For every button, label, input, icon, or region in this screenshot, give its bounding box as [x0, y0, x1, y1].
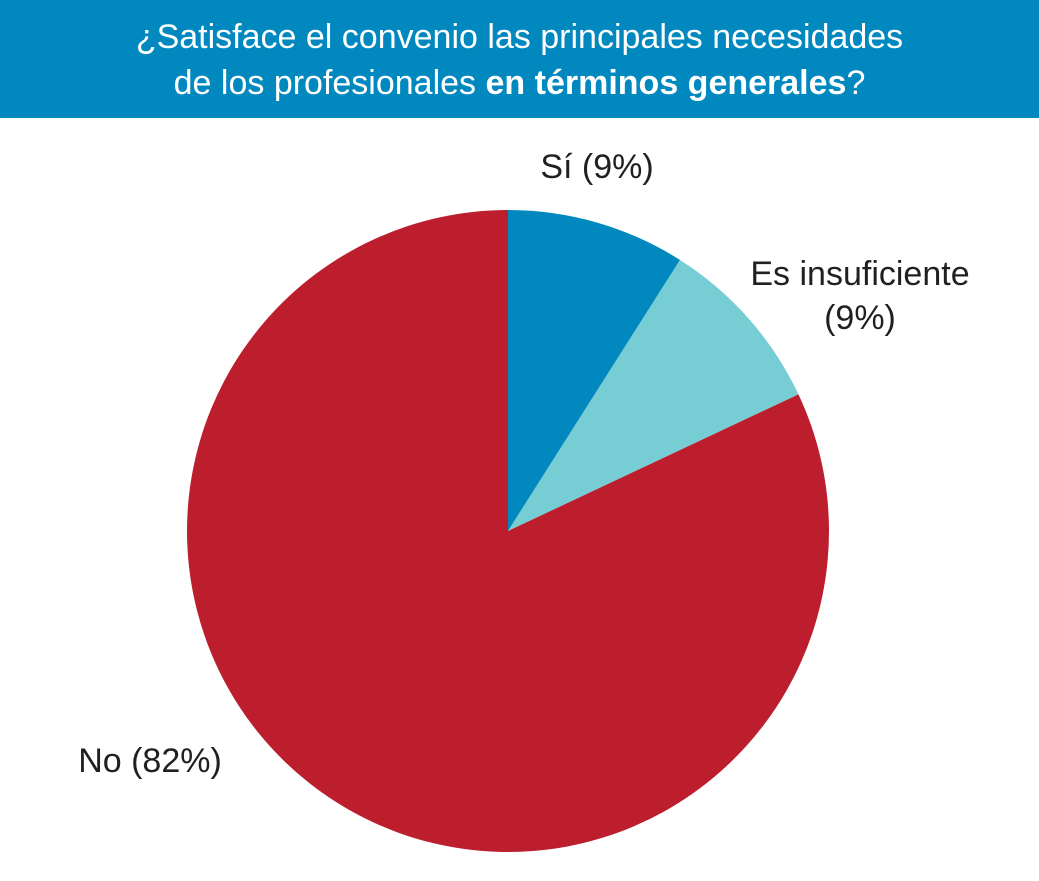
- slice-label-sí: Sí (9%): [540, 148, 653, 186]
- slice-label-line: (9%): [824, 299, 896, 337]
- slice-label-es-insuficiente: Es insuficiente (9%): [750, 255, 969, 337]
- slice-label-line: Es insuficiente: [750, 255, 969, 293]
- slice-label-line: No (82%): [78, 742, 222, 780]
- pie-labels: Sí (9%) Es insuficiente (9%) No (82%): [78, 148, 969, 780]
- chart-title-emphasis: en términos generales: [485, 64, 847, 102]
- pie-slices: [187, 210, 830, 852]
- chart-title-line-2-start: de los profesionales: [173, 64, 486, 102]
- chart-title-line-2: de los profesionales en términos general…: [174, 60, 866, 106]
- chart-title-line-1: ¿Satisface el convenio las principales n…: [135, 18, 904, 56]
- pie-slice-sí: [508, 210, 680, 531]
- pie-slice-no: [187, 210, 830, 852]
- slice-label-line: Sí (9%): [540, 148, 653, 186]
- slice-label-no: No (82%): [78, 742, 222, 780]
- pie-slice-es-insuficiente: [508, 259, 799, 531]
- chart-title-line-2-end: ?: [846, 64, 866, 102]
- chart-title-bar: ¿Satisface el convenio las principales n…: [0, 0, 1039, 118]
